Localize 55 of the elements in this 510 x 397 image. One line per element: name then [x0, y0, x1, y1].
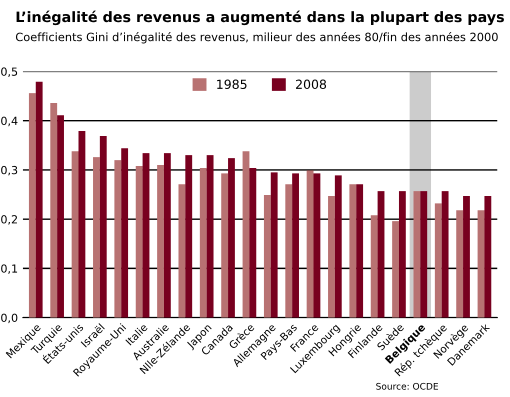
bar — [356, 184, 364, 318]
source-note: Source: OCDE — [376, 382, 438, 390]
bar — [200, 168, 207, 318]
bar — [292, 173, 299, 318]
bar — [463, 196, 470, 318]
bar — [114, 160, 122, 318]
y-tick-label: 0,1 — [1, 264, 18, 274]
bar — [264, 195, 271, 318]
bar — [349, 184, 356, 318]
bar — [442, 191, 449, 318]
bar — [434, 203, 442, 318]
bar — [50, 102, 58, 318]
bar — [414, 191, 420, 318]
bar — [420, 191, 428, 318]
bar — [206, 155, 214, 318]
bar — [306, 170, 314, 318]
bar — [72, 151, 78, 318]
bar — [285, 184, 292, 318]
bar — [36, 82, 43, 318]
bar — [185, 155, 192, 318]
bar — [78, 131, 86, 318]
bar — [164, 153, 171, 318]
bar — [270, 172, 278, 318]
bar — [57, 115, 64, 318]
bar — [334, 175, 342, 318]
y-tick-label: 0,4 — [1, 116, 18, 126]
bar — [456, 210, 464, 318]
bar — [370, 215, 378, 318]
bar — [28, 93, 36, 318]
y-tick-label: 0,2 — [1, 215, 17, 225]
bar — [242, 151, 250, 318]
legend-label: 2008 — [296, 80, 326, 90]
bar — [157, 164, 164, 318]
bar — [398, 191, 406, 318]
bar — [328, 196, 335, 318]
bar — [221, 173, 228, 318]
y-tick-label: 0,3 — [1, 166, 18, 176]
bar — [228, 158, 235, 318]
bar — [392, 221, 399, 318]
legend-label: 1985 — [217, 80, 247, 90]
chart-subtitle: Coefficients Gini d’inégalité des revenus, milieur des années 80/fin des années 2000 — [16, 32, 498, 44]
bar — [136, 166, 143, 318]
chart-title: L’inégalité des revenus a augmenté dans la plupart des pays — [16, 10, 504, 26]
bar — [484, 196, 492, 318]
bar — [178, 184, 186, 318]
bar — [249, 168, 256, 318]
bar — [142, 153, 150, 318]
y-tick-label: 0,5 — [1, 67, 18, 77]
bar — [478, 210, 484, 318]
bar — [314, 173, 320, 318]
y-tick-label: 0,0 — [1, 314, 18, 324]
bar — [100, 136, 107, 318]
bar — [378, 191, 384, 318]
bar — [121, 148, 128, 318]
bar — [93, 157, 100, 318]
